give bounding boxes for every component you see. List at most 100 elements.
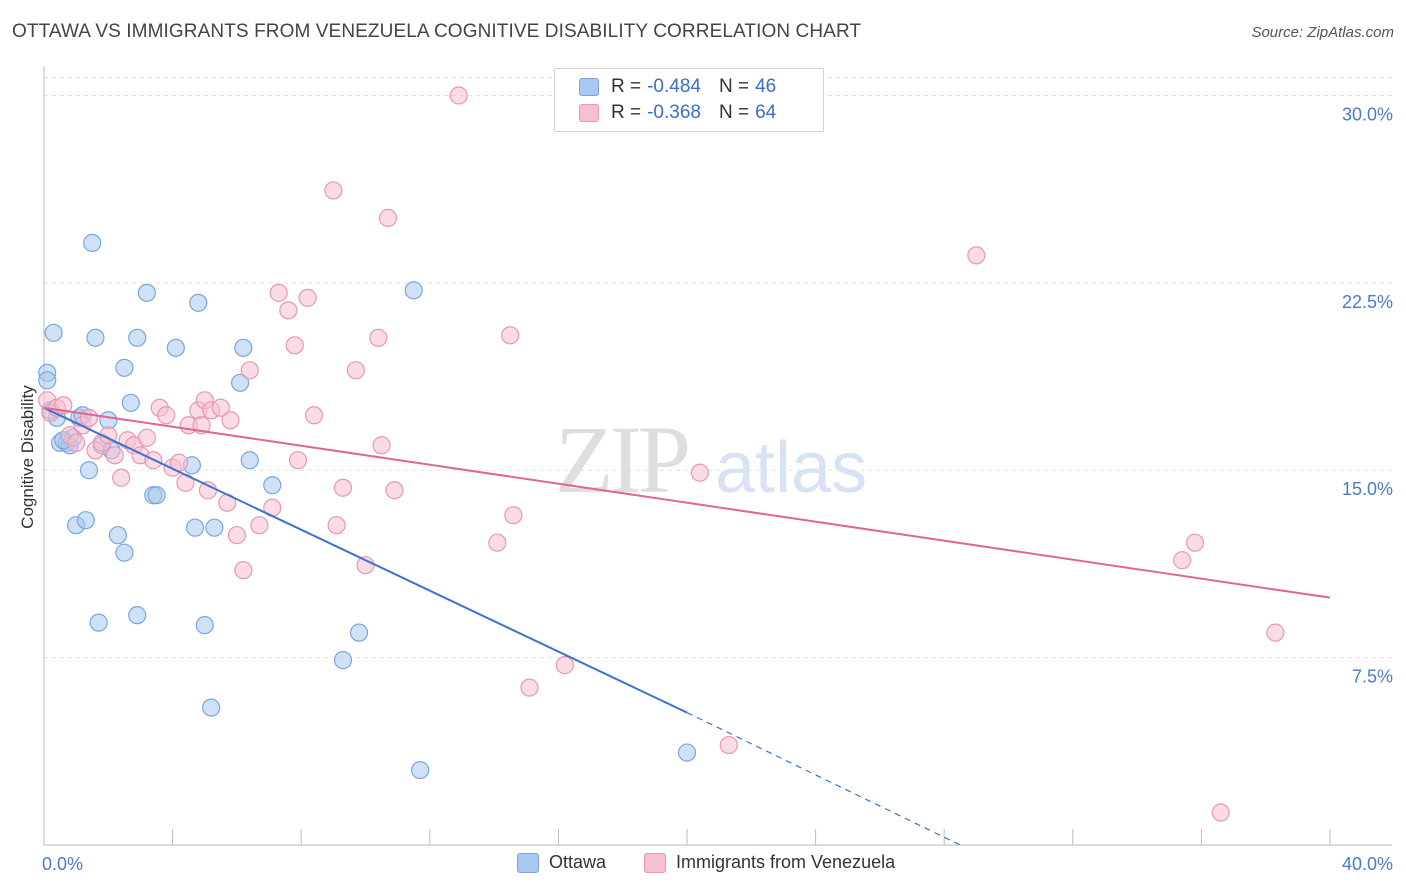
- ottawa-point: [404, 281, 423, 300]
- ottawa-point: [108, 526, 128, 545]
- ottawa-point: [263, 476, 282, 495]
- ottawa-point: [83, 233, 102, 252]
- venezuela-point: [449, 86, 468, 105]
- ottawa-trend-extension: [686, 712, 961, 846]
- venezuela-point: [288, 451, 308, 470]
- legend-n-label: N =: [718, 102, 750, 123]
- venezuela-point: [690, 463, 709, 482]
- venezuela-point: [324, 181, 343, 200]
- ottawa-point: [137, 283, 156, 302]
- legend-n-value-venezuela: 64: [755, 102, 777, 123]
- ottawa-point: [234, 338, 253, 357]
- venezuela-point: [369, 328, 388, 347]
- ottawa-point: [128, 328, 147, 347]
- series-legend: Ottawa Immigrants from Venezuela: [0, 852, 1406, 878]
- y-tick-label: 22.5%: [1342, 292, 1393, 312]
- venezuela-point: [105, 446, 124, 465]
- ottawa-point: [677, 743, 697, 762]
- legend-swatch-venezuela: [644, 852, 666, 873]
- legend-item-venezuela: Immigrants from Venezuela: [644, 852, 895, 873]
- source-label: Source: ZipAtlas.com: [1251, 24, 1394, 41]
- ottawa-point: [333, 651, 353, 670]
- ottawa-trend-line: [43, 406, 688, 714]
- venezuela-point: [378, 208, 398, 228]
- legend-r-label: R =: [611, 102, 642, 123]
- venezuela-point: [137, 428, 156, 447]
- venezuela-point: [1266, 623, 1285, 642]
- venezuela-point: [333, 478, 353, 497]
- legend-r-value-ottawa: -0.484: [647, 76, 701, 97]
- ottawa-point: [166, 338, 185, 357]
- legend-swatch-venezuela: [579, 104, 599, 122]
- legend-row-venezuela: R = -0.368 N = 64: [579, 100, 776, 126]
- venezuela-point: [1185, 533, 1205, 552]
- ottawa-point: [205, 518, 224, 537]
- venezuela-point: [327, 516, 346, 535]
- ottawa-point: [89, 613, 108, 632]
- ottawa-point: [115, 358, 134, 377]
- venezuela-point: [234, 561, 253, 580]
- venezuela-point: [157, 406, 176, 425]
- legend-swatch-ottawa: [579, 78, 599, 96]
- venezuela-point: [211, 398, 230, 417]
- legend-n-label: N =: [718, 76, 750, 97]
- venezuela-point: [967, 246, 986, 265]
- venezuela-point: [504, 506, 523, 525]
- x-tick-label: 40.0%: [1342, 854, 1393, 874]
- venezuela-point: [221, 411, 240, 430]
- legend-item-ottawa: Ottawa: [517, 852, 606, 873]
- venezuela-point: [304, 406, 324, 425]
- venezuela-point: [67, 433, 86, 452]
- ottawa-point: [128, 606, 147, 625]
- ottawa-point: [240, 451, 259, 470]
- ottawa-point: [411, 760, 430, 780]
- venezuela-trend-line: [43, 406, 1331, 599]
- venezuela-point: [250, 516, 269, 535]
- venezuela-point: [198, 481, 218, 500]
- legend-row-ottawa: R = -0.484 N = 46: [579, 74, 776, 100]
- venezuela-point: [488, 533, 507, 552]
- trend-lines: [43, 406, 1331, 846]
- venezuela-point: [240, 361, 259, 380]
- ottawa-point: [189, 293, 208, 312]
- ottawa-point: [202, 698, 221, 717]
- venezuela-point: [501, 326, 520, 345]
- watermark-zip: ZIP: [555, 406, 688, 513]
- watermark: ZIP atlas: [555, 406, 867, 513]
- ottawa-point: [349, 623, 369, 642]
- venezuela-point: [112, 468, 131, 487]
- ottawa-point: [86, 328, 105, 347]
- ottawa-point: [76, 511, 95, 530]
- ottawa-point: [147, 486, 166, 505]
- x-tick-label: 0.0%: [42, 854, 83, 874]
- venezuela-point: [555, 656, 574, 675]
- venezuela-point: [1211, 803, 1230, 822]
- venezuela-point: [298, 288, 317, 307]
- legend-label-venezuela: Immigrants from Venezuela: [676, 852, 896, 872]
- ottawa-point: [44, 323, 63, 342]
- axes: [43, 66, 1392, 846]
- venezuela-point: [269, 283, 288, 302]
- venezuela-point: [79, 408, 99, 427]
- legend-swatch-ottawa: [517, 852, 539, 873]
- correlation-legend: R = -0.484 N = 46 R = -0.368 N = 64: [554, 68, 824, 132]
- tick-labels: 7.5% 15.0% 22.5% 30.0% 0.0% 40.0%: [42, 104, 1393, 874]
- legend-n-value-ottawa: 46: [755, 76, 777, 97]
- venezuela-point: [385, 481, 404, 500]
- ottawa-point: [231, 373, 250, 392]
- ottawa-point: [79, 461, 99, 480]
- y-tick-label: 15.0%: [1342, 479, 1393, 499]
- data-points: [38, 86, 1285, 822]
- venezuela-point: [719, 735, 738, 755]
- legend-r-value-venezuela: -0.368: [647, 102, 701, 123]
- venezuela-point: [520, 678, 539, 697]
- chart-title: OTTAWA VS IMMIGRANTS FROM VENEZUELA COGN…: [12, 21, 862, 42]
- ottawa-point: [38, 371, 57, 390]
- ottawa-point: [186, 518, 205, 537]
- y-tick-label: 30.0%: [1342, 104, 1393, 124]
- venezuela-point: [1173, 551, 1192, 570]
- venezuela-point: [372, 436, 391, 455]
- ottawa-point: [115, 543, 134, 562]
- ottawa-point: [195, 616, 214, 635]
